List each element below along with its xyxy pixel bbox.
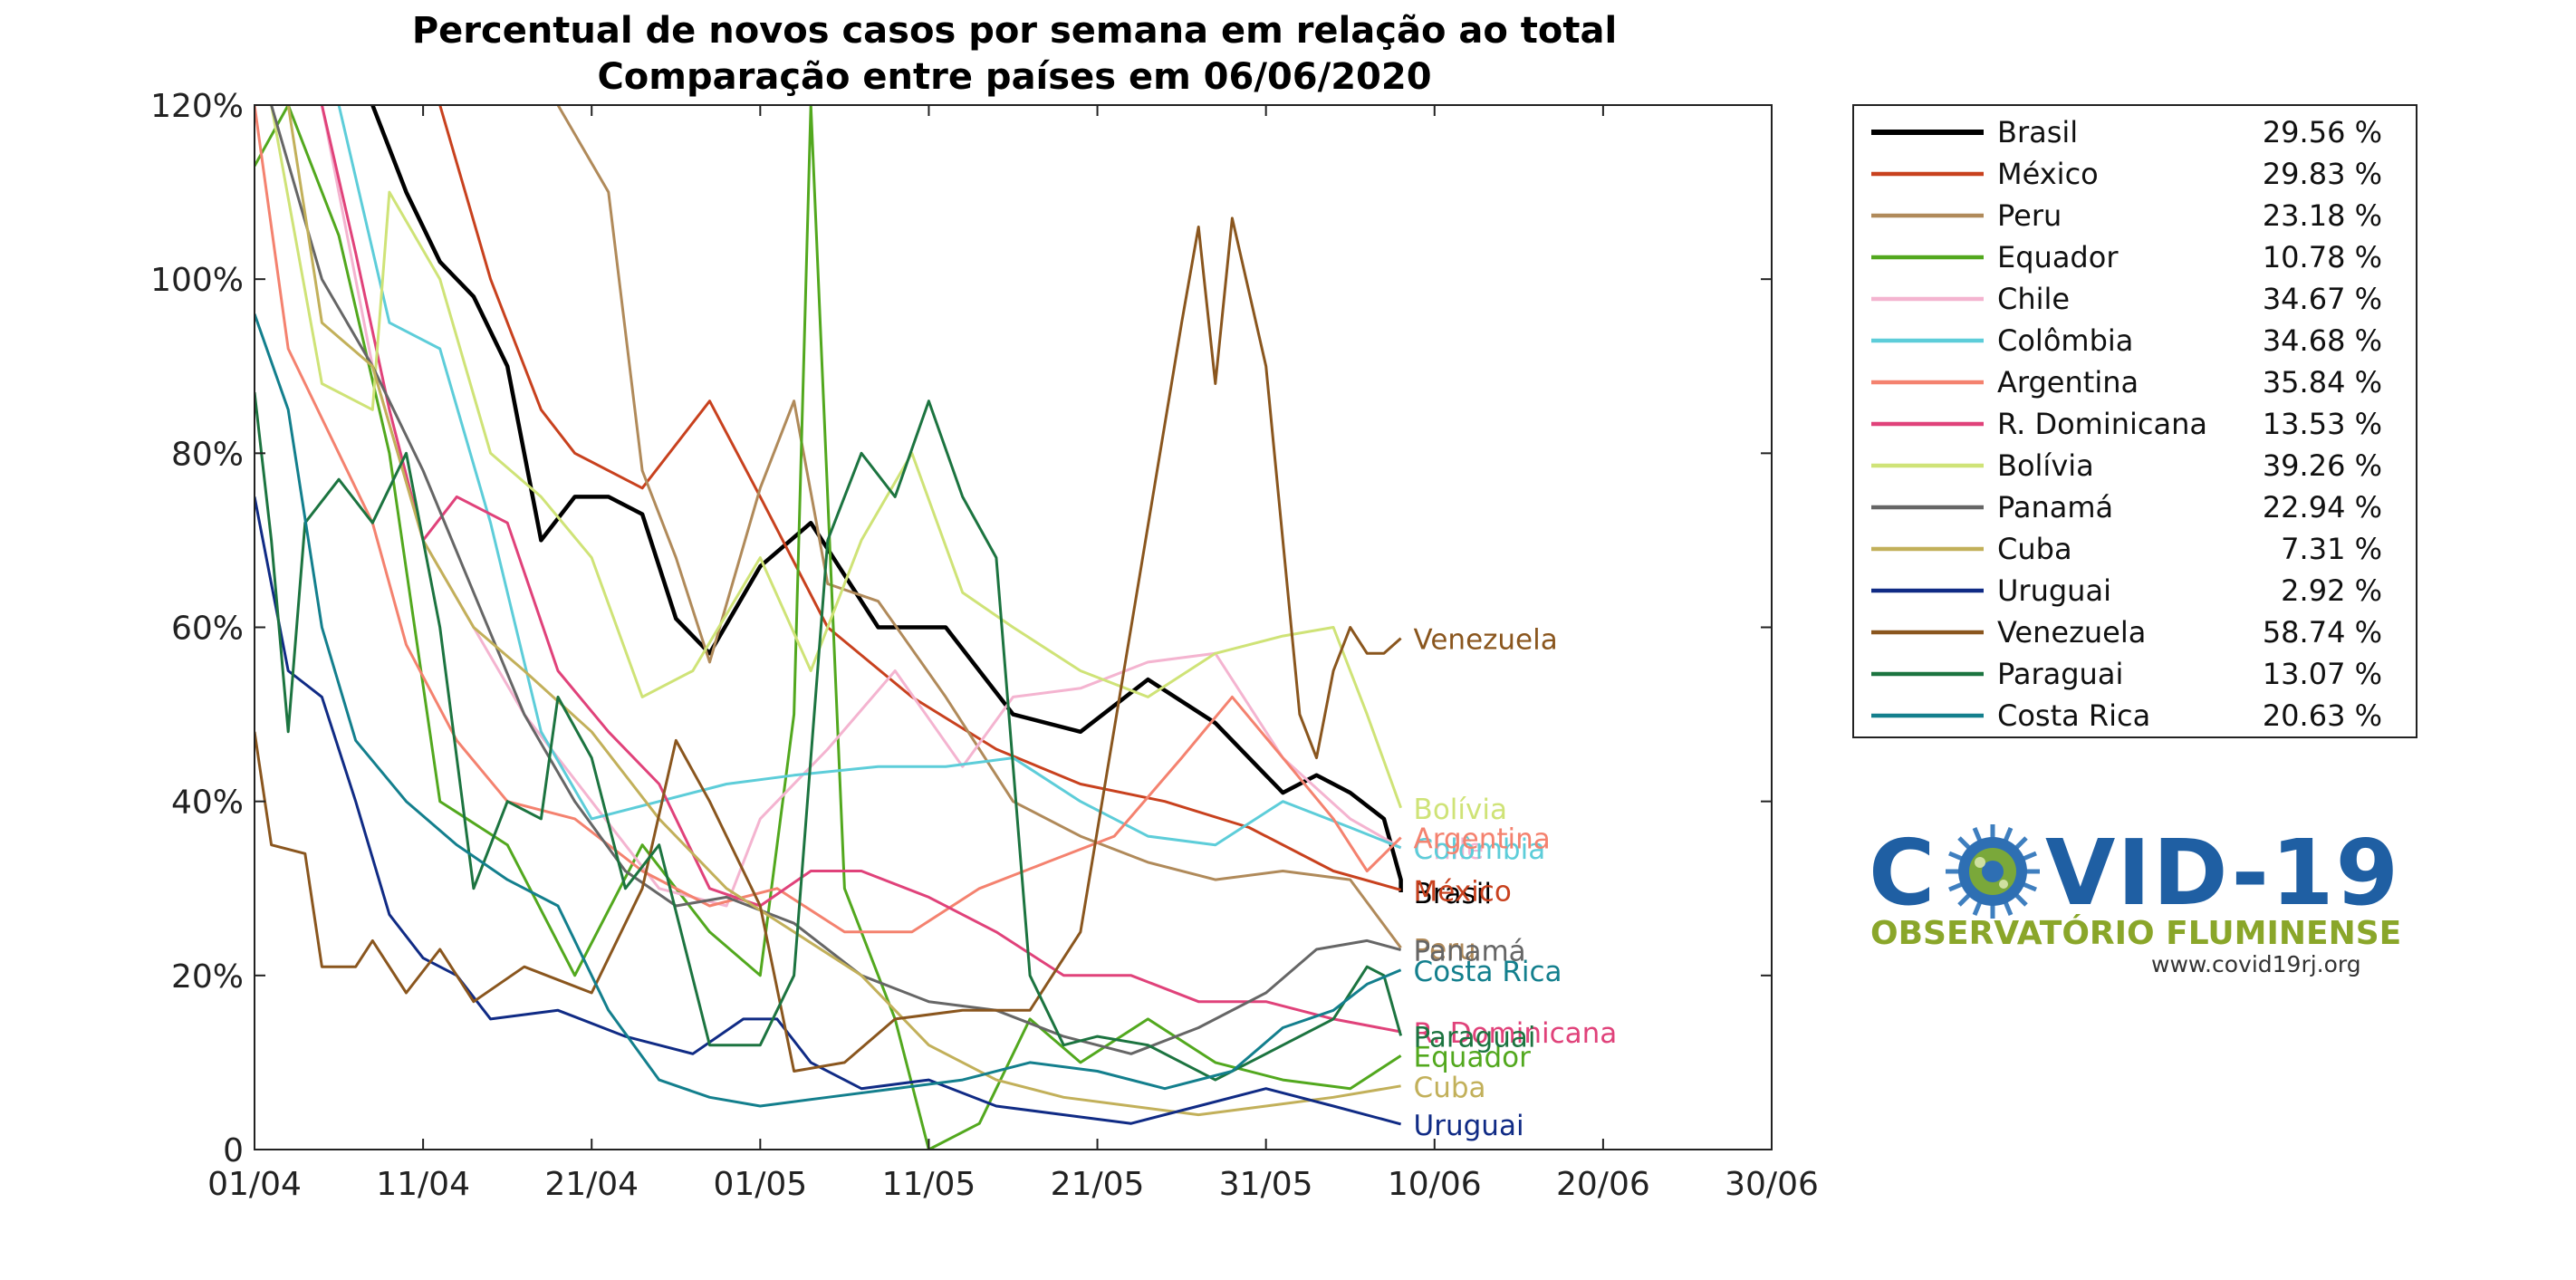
logo-subtitle: OBSERVATÓRIO FLUMINENSE <box>1870 914 2401 952</box>
legend-name-paraguai: Paraguai <box>1997 657 2123 691</box>
legend-value-peru: 23.18 % <box>2263 198 2382 233</box>
legend-name-panama: Panamá <box>1997 490 2113 525</box>
series-line-chile <box>320 105 1402 908</box>
axes-layer: 01/04 11/04 21/04 01/05 11/05 21/05 31/05 10/06… <box>150 88 1819 1203</box>
series-line-venezuela <box>255 217 1402 1073</box>
series-line-bolivia <box>270 105 1403 809</box>
legend-name-mexico: México <box>1997 157 2099 191</box>
legend-value-argentina: 35.84 % <box>2263 365 2382 399</box>
legend-value-mexico: 29.83 % <box>2263 157 2382 191</box>
legend-value-cuba: 7.31 % <box>2281 532 2382 566</box>
y-tick-label: 60% <box>171 611 244 648</box>
legend-name-peru: Peru <box>1997 198 2062 233</box>
y-tick-label: 80% <box>171 436 244 473</box>
covid19-logo: C VID-19 OBSERVATÓRIO FLUMINENSE www.cov… <box>1869 820 2401 977</box>
legend-value-venezuela: 58.74 % <box>2263 615 2382 650</box>
logo-url: www.covid19rj.org <box>2151 951 2361 977</box>
virus-icon <box>1946 824 2040 919</box>
series-line-peru <box>556 105 1402 949</box>
series-line-paraguai <box>255 391 1403 1082</box>
legend-name-equador: Equador <box>1997 240 2119 274</box>
logo-letter-c: C <box>1869 820 1937 926</box>
series-layer <box>255 105 1403 1150</box>
y-tick-label: 0 <box>223 1132 244 1169</box>
chart-title: Percentual de novos casos por semana em … <box>412 10 1617 52</box>
legend-name-brasil: Brasil <box>1997 115 2078 149</box>
legend-name-chile: Chile <box>1997 282 2070 316</box>
end-label-mexico: México <box>1414 875 1512 908</box>
x-tick-label: 30/06 <box>1725 1166 1819 1203</box>
legend-value-equador: 10.78 % <box>2263 240 2382 274</box>
x-tick-label: 11/04 <box>376 1166 470 1203</box>
x-tick-label: 01/05 <box>713 1166 807 1203</box>
legend-value-bolivia: 39.26 % <box>2263 448 2382 483</box>
legend-name-argentina: Argentina <box>1997 365 2139 399</box>
y-tick-label: 100% <box>150 262 244 299</box>
end-label-r-dominicana: R. Dominicana <box>1414 1017 1618 1050</box>
legend-name-r-dominicana: R. Dominicana <box>1997 407 2207 441</box>
series-line-panama <box>270 105 1401 1055</box>
x-tick-label: 20/06 <box>1556 1166 1650 1203</box>
legend-name-colombia: Colômbia <box>1997 323 2133 358</box>
legend-name-bolivia: Bolívia <box>1997 448 2094 483</box>
end-label-cuba: Cuba <box>1414 1072 1486 1104</box>
legend-value-r-dominicana: 13.53 % <box>2263 407 2382 441</box>
x-tick-label: 10/06 <box>1388 1166 1482 1203</box>
x-tick-label: 11/05 <box>882 1166 976 1203</box>
end-label-equador: Equador <box>1414 1041 1532 1073</box>
series-line-brasil <box>370 105 1403 892</box>
legend-name-costa-rica: Costa Rica <box>1997 698 2150 733</box>
series-line-uruguai <box>255 496 1401 1126</box>
end-label-bolivia: Bolívia <box>1414 794 1507 826</box>
legend-name-uruguai: Uruguai <box>1997 573 2111 608</box>
x-tick-label: 21/04 <box>544 1166 639 1203</box>
legend-value-brasil: 29.56 % <box>2263 115 2382 149</box>
y-tick-label: 20% <box>171 958 244 996</box>
legend-value-panama: 22.94 % <box>2263 490 2382 525</box>
end-label-brasil: Brasil <box>1414 878 1492 910</box>
legend-value-chile: 34.67 % <box>2263 282 2382 316</box>
end-label-argentina: Argentina <box>1414 823 1551 856</box>
end-label-colombia: Colômbia <box>1414 833 1546 866</box>
series-line-cuba <box>286 105 1401 1117</box>
y-tick-label: 120% <box>150 88 244 125</box>
legend-value-paraguai: 13.07 % <box>2263 657 2382 691</box>
end-label-uruguai: Uruguai <box>1414 1110 1524 1142</box>
x-tick-label: 01/04 <box>207 1166 302 1203</box>
end-label-peru: Peru <box>1414 933 1476 966</box>
legend-name-cuba: Cuba <box>1997 532 2072 566</box>
series-line-argentina <box>255 105 1402 934</box>
logo-text-vid19: VID-19 <box>2045 820 2400 926</box>
end-label-costa-rica: Costa Rica <box>1414 956 1562 988</box>
series-line-equador <box>255 105 1402 1150</box>
legend-name-venezuela: Venezuela <box>1997 615 2146 650</box>
end-label-paraguai: Paraguai <box>1414 1021 1536 1054</box>
end-label-venezuela: Venezuela <box>1414 624 1558 657</box>
legend-value-colombia: 34.68 % <box>2263 323 2382 358</box>
series-line-costa-rica <box>255 313 1402 1108</box>
legend: Brasil 29.56 % México 29.83 % Peru 23.18 % Equ… <box>1852 104 2417 738</box>
x-tick-label: 21/05 <box>1051 1166 1145 1203</box>
chart-subtitle: Comparação entre países em 06/06/2020 <box>597 56 1431 98</box>
end-label-panama: Panamá <box>1414 936 1526 968</box>
legend-value-uruguai: 2.92 % <box>2281 573 2382 608</box>
x-tick-label: 31/05 <box>1219 1166 1313 1203</box>
series-line-colombia <box>337 105 1402 850</box>
y-tick-label: 40% <box>171 784 244 822</box>
end-label-chile: Chile <box>1414 833 1485 866</box>
legend-value-costa-rica: 20.63 % <box>2263 698 2382 733</box>
